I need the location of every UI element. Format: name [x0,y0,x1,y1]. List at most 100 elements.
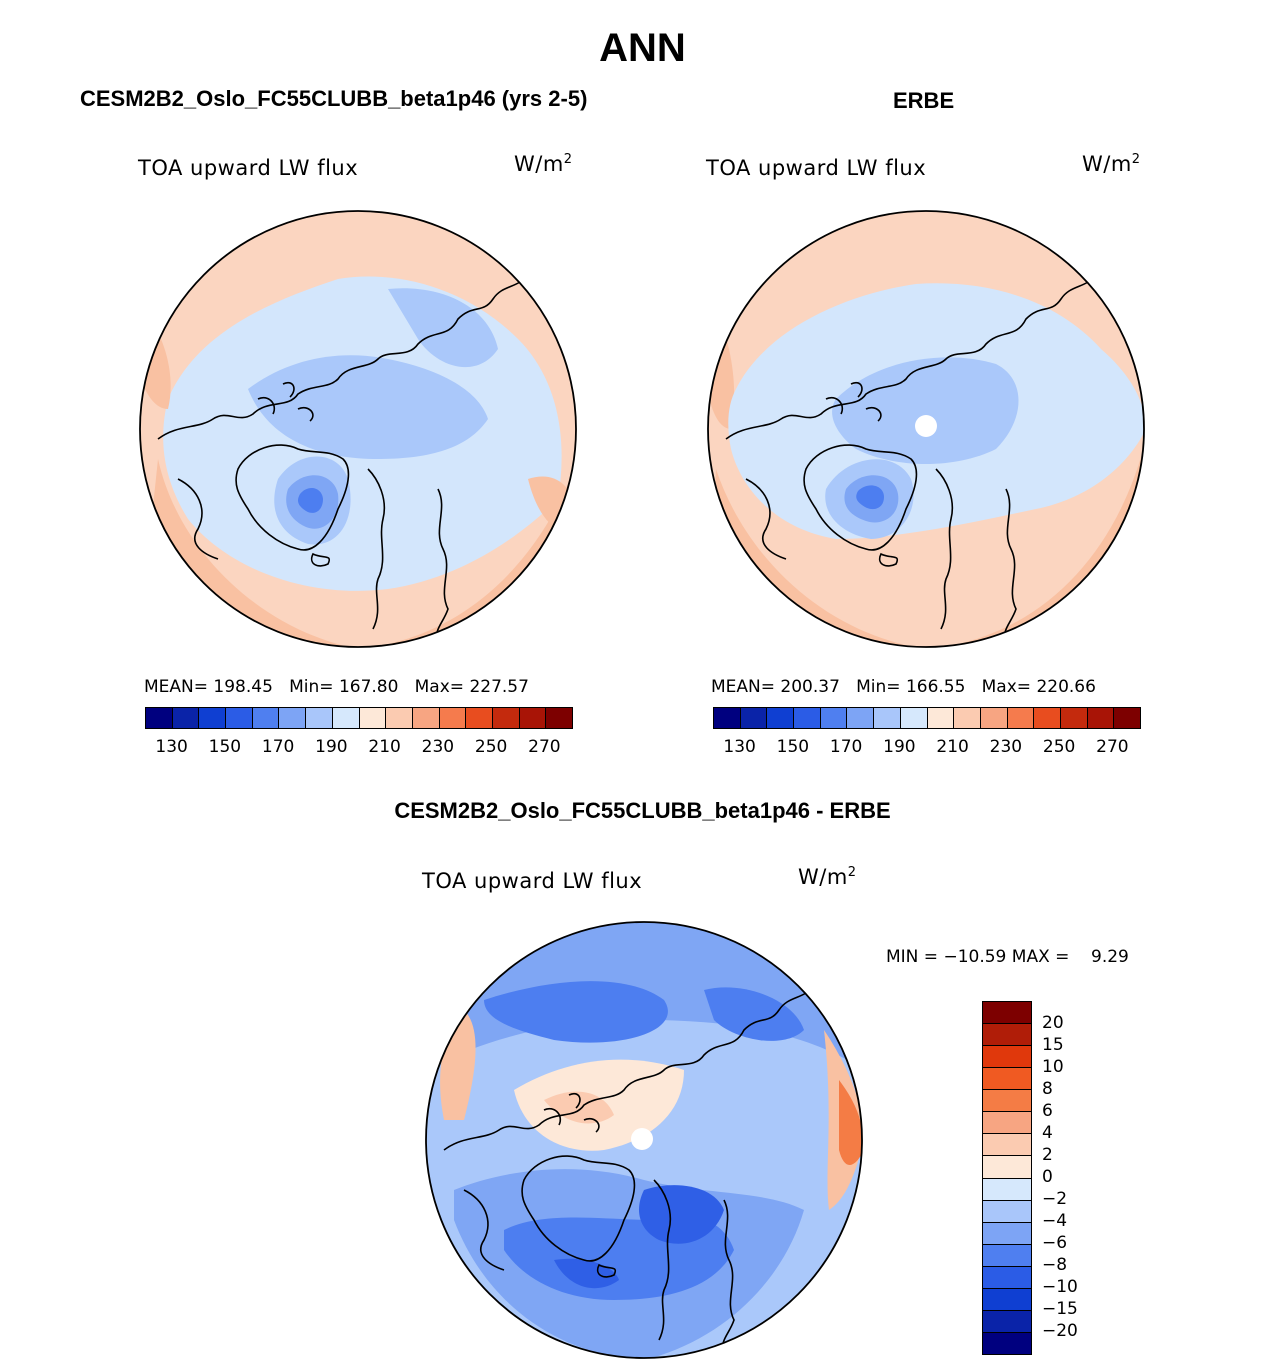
colorbar-swatch [146,708,173,728]
panel-1-variable-label: TOA upward LW flux [138,156,359,180]
panel-2-colorbar-labels: 130 150 170 190 210 230 250 270 [713,737,1139,759]
colorbar-swatch [983,1024,1031,1047]
colorbar-tick-label: −4 [1042,1211,1068,1231]
colorbar-swatch [983,1002,1031,1025]
colorbar-swatch [983,1332,1031,1354]
colorbar-swatch [983,1112,1031,1135]
colorbar-tick-label: 130 [155,737,188,757]
panel-1-title: CESM2B2_Oslo_FC55CLUBB_beta1p46 (yrs 2-5… [80,86,588,111]
colorbar-swatch [439,708,467,728]
colorbar-tick-label: 150 [776,737,810,757]
colorbar-swatch [983,1178,1031,1201]
panel-2-pole-gap [915,415,937,437]
colorbar-tick-label: −20 [1042,1321,1078,1341]
colorbar-tick-label: 190 [315,737,348,757]
colorbar-tick-label: 190 [883,737,916,757]
colorbar-tick-label: −8 [1042,1255,1068,1275]
panel-2-mid-blue-region [832,357,1019,464]
panel-1-stats: MEAN= 198.45 Min= 167.80 Max= 227.57 [144,677,529,697]
colorbar-swatch [983,1134,1031,1157]
colorbar-swatch [226,708,253,728]
colorbar-swatch [983,1244,1031,1267]
diff-panel-units: W/m2 [798,865,857,889]
colorbar-swatch [1087,708,1115,728]
colorbar-swatch [386,708,413,728]
colorbar-swatch [794,708,821,728]
colorbar-tick-label: 250 [1042,737,1076,757]
colorbar-tick-label: 8 [1042,1079,1053,1099]
diff-panel-variable-label: TOA upward LW flux [422,869,643,893]
panel-2-variable-label: TOA upward LW flux [706,156,927,180]
colorbar-swatch [927,708,955,728]
colorbar-swatch [980,708,1008,728]
panel-1-colorbar [145,707,573,729]
diff-colorbar [982,1001,1032,1355]
colorbar-swatch [1034,708,1061,728]
panel-1-units: W/m2 [514,152,573,176]
diff-panel-pole-gap [631,1128,653,1150]
colorbar-swatch [740,708,768,728]
colorbar-tick-label: −6 [1042,1233,1068,1253]
panel-1-colorbar-labels: 130 150 170 190 210 230 250 270 [145,737,571,759]
colorbar-swatch [983,1310,1031,1333]
colorbar-swatch [983,1288,1031,1311]
colorbar-tick-label: 15 [1042,1035,1064,1055]
diff-panel-title: CESM2B2_Oslo_FC55CLUBB_beta1p46 - ERBE [394,798,891,823]
colorbar-swatch [466,708,493,728]
colorbar-tick-label: 210 [368,737,401,757]
colorbar-tick-label: 230 [989,737,1023,757]
panel-1-map [139,210,577,648]
diff-colorbar-labels: 20 15 10 8 6 4 2 0 −2 −4 −6 −8 −10 −15 −20 [1042,1001,1102,1353]
colorbar-swatch [874,708,901,728]
colorbar-swatch [172,708,200,728]
colorbar-swatch [279,708,307,728]
colorbar-swatch [983,1046,1031,1069]
colorbar-swatch [1114,708,1140,728]
colorbar-tick-label: 270 [528,737,561,757]
colorbar-tick-label: 170 [261,737,295,757]
colorbar-tick-label: 170 [829,737,863,757]
colorbar-swatch [412,708,440,728]
main-title: ANN [599,26,686,70]
colorbar-tick-label: 0 [1042,1167,1053,1187]
colorbar-swatch [900,708,928,728]
colorbar-swatch [847,708,875,728]
panel-2-colorbar [713,707,1141,729]
colorbar-swatch [252,708,280,728]
colorbar-swatch [199,708,227,728]
colorbar-swatch [1007,708,1035,728]
panel-1-warm-band [140,459,576,647]
colorbar-tick-label: 270 [1096,737,1129,757]
colorbar-tick-label: 10 [1042,1057,1064,1077]
diff-panel-coastlines [443,969,845,1356]
colorbar-tick-label: 6 [1042,1101,1053,1121]
colorbar-swatch [332,708,360,728]
colorbar-swatch [546,708,572,728]
colorbar-tick-label: 4 [1042,1123,1053,1143]
colorbar-tick-label: 230 [421,737,455,757]
colorbar-swatch [1060,708,1088,728]
colorbar-swatch [983,1222,1031,1245]
colorbar-tick-label: 250 [474,737,508,757]
diff-panel-map [425,921,863,1359]
colorbar-swatch [983,1266,1031,1289]
colorbar-swatch [954,708,981,728]
colorbar-swatch [519,708,547,728]
colorbar-tick-label: 20 [1042,1013,1064,1033]
colorbar-tick-label: 2 [1042,1145,1053,1165]
colorbar-tick-label: 150 [208,737,242,757]
colorbar-swatch [983,1200,1031,1223]
diff-panel-deep-blue [639,1185,724,1244]
panel-2-coastlines [725,258,1127,645]
colorbar-swatch [359,708,387,728]
panel-1-coastlines [157,258,559,645]
colorbar-tick-label: −10 [1042,1277,1078,1297]
colorbar-tick-label: −2 [1042,1189,1068,1209]
colorbar-tick-label: −15 [1042,1299,1078,1319]
colorbar-swatch [983,1068,1031,1091]
colorbar-swatch [820,708,848,728]
colorbar-swatch [714,708,741,728]
colorbar-tick-label: 210 [936,737,969,757]
panel-1-mid-blue-region [248,355,488,459]
diff-panel-min-max: MIN = −10.59 MAX = 9.29 [886,947,1129,967]
